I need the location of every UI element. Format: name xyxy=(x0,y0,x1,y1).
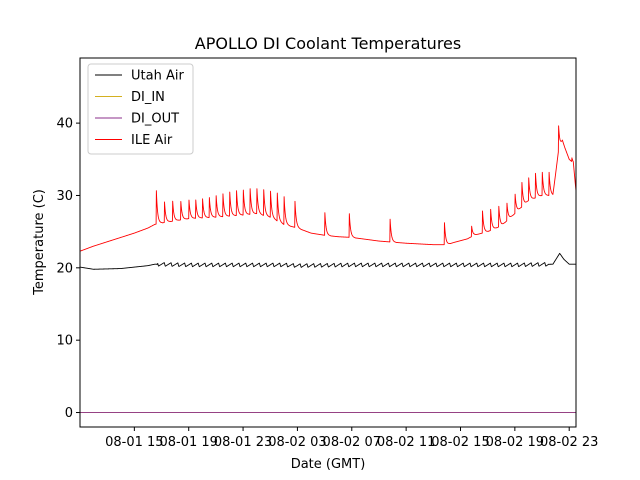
x-tick-label: 08-02 19 xyxy=(486,435,544,450)
legend-box xyxy=(87,63,194,155)
y-axis-label: Temperature (C) xyxy=(32,189,47,296)
series-line-ile-air xyxy=(79,125,577,252)
x-tick-label: 08-01 15 xyxy=(105,435,163,450)
y-tick-label: 30 xyxy=(56,189,73,204)
chart-title: APOLLO DI Coolant Temperatures xyxy=(195,34,461,53)
x-tick-label: 08-02 15 xyxy=(431,435,489,450)
series-line-utah-air xyxy=(79,252,577,270)
x-tick-label: 08-01 19 xyxy=(159,435,217,450)
y-axis: 0 10 20 30 40 xyxy=(56,117,80,421)
x-tick-label: 08-02 11 xyxy=(377,435,435,450)
y-tick-label: 40 xyxy=(56,117,73,132)
legend-label: Utah Air xyxy=(131,69,184,84)
x-tick-label: 08-02 07 xyxy=(323,435,381,450)
x-tick-label: 08-01 23 xyxy=(214,435,272,450)
x-tick-label: 08-02 23 xyxy=(540,435,598,450)
x-axis-label: Date (GMT) xyxy=(291,457,366,472)
y-tick-label: 0 xyxy=(65,406,73,421)
y-tick-label: 10 xyxy=(56,334,73,349)
x-tick-label: 08-02 03 xyxy=(268,435,326,450)
series-layer xyxy=(79,125,577,413)
legend-label: DI_OUT xyxy=(131,112,179,127)
y-tick-label: 20 xyxy=(56,261,73,276)
legend-label: ILE Air xyxy=(131,133,173,148)
legend: Utah Air DI_IN DI_OUT ILE Air xyxy=(87,63,194,155)
legend-label: DI_IN xyxy=(131,90,165,105)
plot-frame xyxy=(79,57,577,428)
